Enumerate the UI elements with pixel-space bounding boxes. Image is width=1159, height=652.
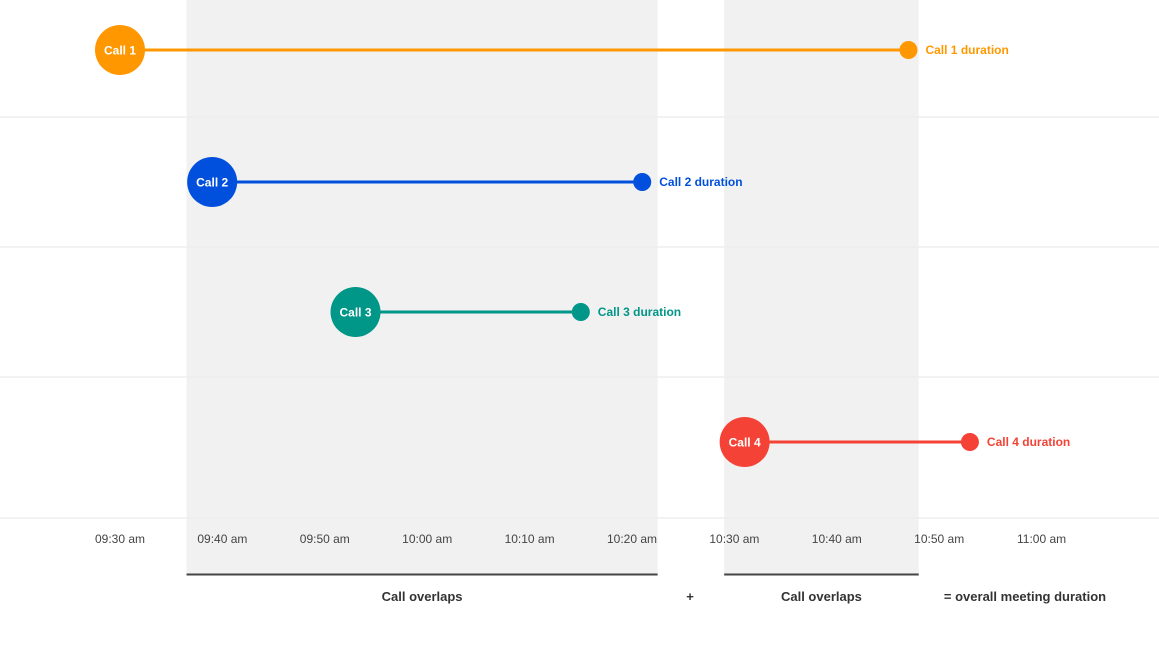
start-circle: [187, 157, 238, 207]
duration-label: Call 3 duration: [598, 305, 681, 319]
overlap-label: Call overlaps: [382, 589, 463, 604]
overlap-band: [724, 0, 919, 574]
duration-label: Call 2 duration: [659, 175, 742, 189]
x-tick-label: 10:10 am: [505, 532, 555, 546]
plus-sign: +: [686, 589, 694, 604]
x-tick-label: 10:00 am: [402, 532, 452, 546]
call-label: Call 2: [196, 176, 228, 190]
start-circle: [330, 287, 381, 337]
duration-label: Call 1 duration: [925, 43, 1008, 57]
overlap-band: [186, 0, 658, 574]
call-1[interactable]: Call 1 Call 1 duration: [95, 25, 1009, 75]
x-tick-label: 10:20 am: [607, 532, 657, 546]
call-3[interactable]: Call 3 Call 3 duration: [330, 287, 682, 337]
end-dot: [571, 303, 590, 321]
overall-duration-label: = overall meeting duration: [944, 589, 1106, 604]
call-label: Call 1: [104, 44, 136, 58]
end-dot: [960, 433, 979, 451]
end-dot: [633, 173, 652, 191]
x-tick-label: 09:50 am: [300, 532, 350, 546]
call-2[interactable]: Call 2 Call 2 duration: [187, 157, 743, 207]
end-dot: [899, 41, 918, 59]
x-tick-label: 11:00 am: [1017, 532, 1066, 546]
start-circle: [719, 417, 770, 467]
x-tick-label: 10:50 am: [914, 532, 964, 546]
start-circle: [95, 25, 145, 75]
duration-label: Call 4 duration: [987, 435, 1070, 449]
x-tick-label: 09:30 am: [95, 532, 145, 546]
call-label: Call 4: [729, 436, 761, 450]
overlap-label: Call overlaps: [781, 589, 862, 604]
call-4[interactable]: Call 4 Call 4 duration: [719, 417, 1071, 467]
x-tick-label: 10:30 am: [709, 532, 759, 546]
x-tick-label: 10:40 am: [812, 532, 862, 546]
x-tick-label: 09:40 am: [197, 532, 247, 546]
call-label: Call 3: [340, 306, 372, 320]
